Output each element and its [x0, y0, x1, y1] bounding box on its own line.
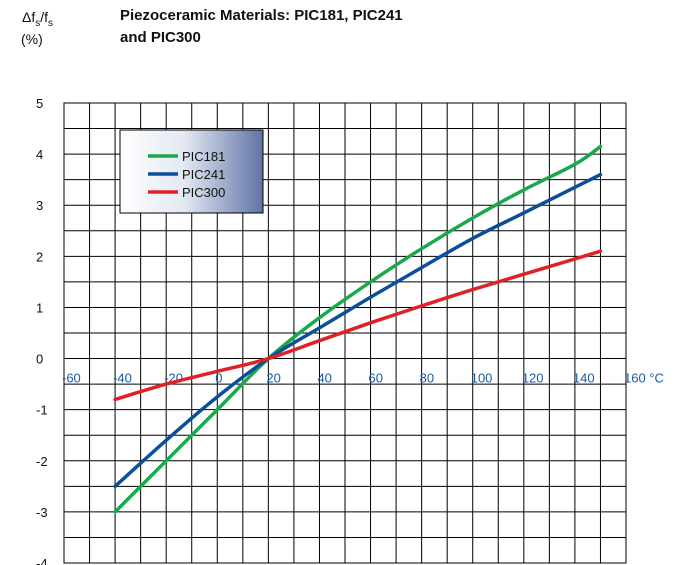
y-tick-label: -1 — [36, 403, 48, 418]
series-line-pic181 — [113, 144, 603, 514]
y-tick-label: 3 — [36, 198, 43, 213]
x-tick-label: 140 — [573, 371, 595, 386]
y-tick-label: 1 — [36, 300, 43, 315]
y-tick-labels: 5 4 3 2 1 0 -1 -2 -3 -4 — [36, 96, 48, 565]
grid — [64, 103, 626, 563]
series-line-pic241 — [113, 172, 603, 489]
series-line-pic300 — [113, 249, 603, 402]
legend: PIC181 PIC241 PIC300 — [119, 129, 264, 214]
legend-label: PIC241 — [182, 167, 225, 182]
y-tick-label: -3 — [36, 505, 48, 520]
series-lines — [113, 144, 603, 514]
x-tick-label: 100 — [471, 371, 493, 386]
y-tick-label: -2 — [36, 454, 48, 469]
legend-label: PIC181 — [182, 149, 225, 164]
chart-title-line1: Piezoceramic Materials: PIC181, PIC241 — [120, 7, 403, 24]
legend-label: PIC300 — [182, 185, 225, 200]
x-tick-label: 20 — [266, 371, 280, 386]
y-tick-label: 2 — [36, 249, 43, 264]
y-tick-label: 0 — [36, 352, 43, 367]
x-tick-label: 120 — [522, 371, 544, 386]
x-tick-label: 80 — [420, 371, 434, 386]
y-axis-unit: (%) — [21, 31, 43, 47]
x-tick-label: 40 — [317, 371, 331, 386]
legend-box — [119, 129, 264, 214]
y-tick-label: -4 — [36, 556, 48, 565]
x-tick-label: -60 — [62, 371, 81, 386]
y-axis-label: Δfs/fs — [22, 9, 53, 29]
x-tick-label: 0 — [215, 371, 222, 386]
x-tick-label: 60 — [369, 371, 383, 386]
y-tick-label: 4 — [36, 147, 43, 162]
chart-title-line2: and PIC300 — [120, 29, 201, 46]
x-tick-label: -40 — [113, 371, 132, 386]
x-tick-label: 160 °C — [624, 371, 664, 386]
y-tick-label: 5 — [36, 96, 43, 111]
